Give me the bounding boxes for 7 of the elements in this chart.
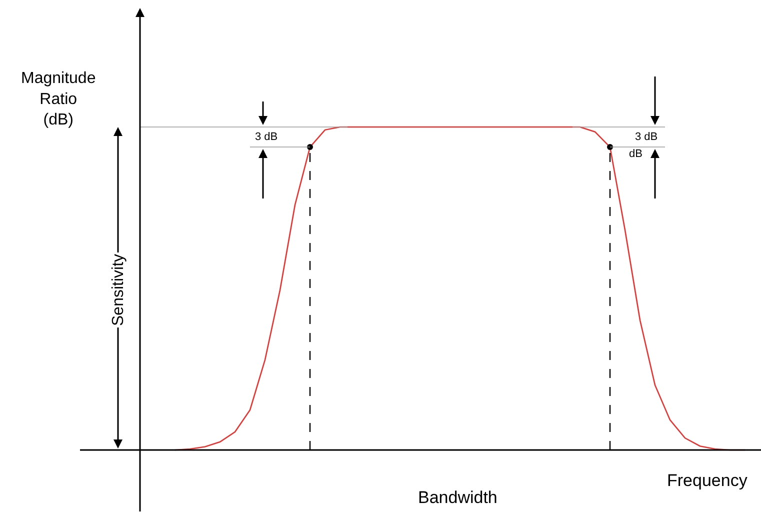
text: Bandwidth — [418, 488, 498, 507]
text: Sensitivity — [110, 254, 127, 326]
y-axis-title: Magnitude Ratio (dB) — [21, 70, 96, 129]
annotation: dB — [629, 148, 642, 160]
annotation: 3 dB — [635, 131, 658, 143]
x-axis-title: Frequency — [667, 471, 748, 490]
annotation: 3 dB — [255, 131, 278, 143]
